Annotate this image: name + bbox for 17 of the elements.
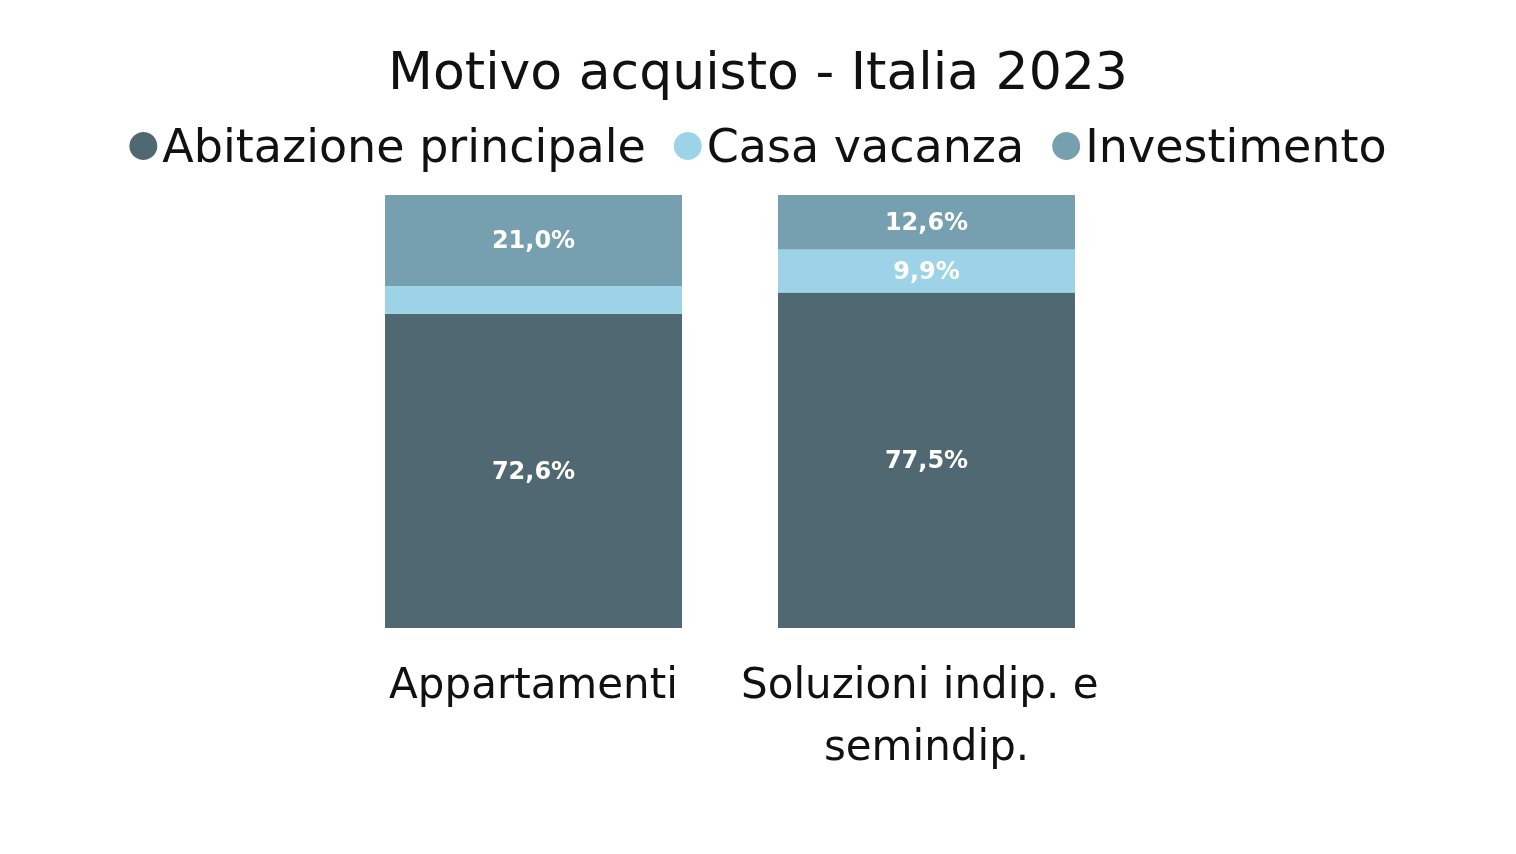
legend-label: Casa vacanza — [706, 119, 1025, 173]
legend-label: Abitazione principale — [162, 119, 646, 173]
bar — [385, 285, 682, 314]
data-label: 9,9% — [893, 256, 960, 285]
bar — [385, 313, 682, 628]
bar — [778, 292, 1075, 628]
bar — [778, 195, 1075, 250]
data-label: 77,5% — [884, 446, 969, 475]
chart-title: Motivo acquisto - Italia 2023 — [388, 41, 1128, 101]
data-label: 21,0% — [491, 226, 576, 255]
x-tick-label: Soluzioni indip. e semindip. — [741, 658, 1112, 770]
x-tick-label: Appartamenti — [389, 658, 678, 708]
bar — [778, 249, 1075, 293]
legend-label: Investimento — [1085, 119, 1387, 173]
bar — [385, 195, 682, 286]
data-label: 72,6% — [491, 456, 576, 485]
data-label: 12,6% — [884, 208, 969, 237]
